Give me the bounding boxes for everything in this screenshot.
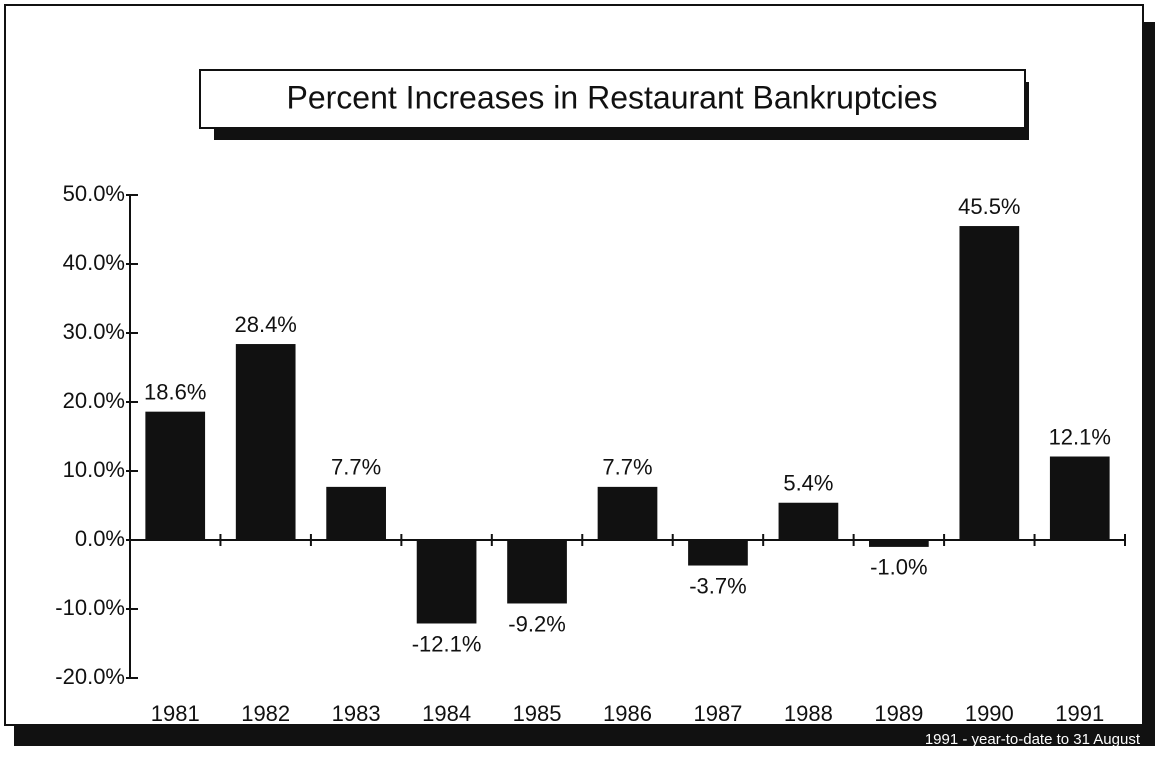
x-tick-label: 1986 [603,701,652,726]
bar [1049,456,1110,540]
x-tick-label: 1983 [332,701,381,726]
bar [145,411,206,540]
footnote: 1991 - year-to-date to 31 August [925,731,1141,748]
value-label: -3.7% [689,573,746,598]
bar [235,344,296,540]
value-label: -1.0% [870,555,927,580]
value-label: -12.1% [412,631,482,656]
value-label: 28.4% [234,312,296,337]
x-tick-label: 1988 [784,701,833,726]
x-tick-label: 1991 [1055,701,1104,726]
bar [597,486,658,540]
x-tick-label: 1987 [693,701,742,726]
value-label: 12.1% [1049,424,1111,449]
bar [416,540,477,624]
bar [959,226,1020,541]
y-tick-label: 30.0% [63,319,125,344]
bar [507,540,567,604]
y-tick-label: 40.0% [63,250,125,275]
x-tick-label: 1982 [241,701,290,726]
y-tick-label: 20.0% [63,388,125,413]
value-label: 45.5% [958,194,1020,219]
title-box [199,69,1026,129]
y-tick-label: 0.0% [75,526,125,551]
bar [326,486,386,540]
value-label: 5.4% [783,471,833,496]
bar [869,540,929,547]
y-tick-label: 10.0% [63,457,125,482]
y-tick-label: -10.0% [55,595,125,620]
value-label: 7.7% [331,455,381,480]
x-tick-label: 1990 [965,701,1014,726]
chart-title: Percent Increases in Restaurant Bankrupt… [287,79,938,115]
value-label: 7.7% [602,455,652,480]
x-tick-label: 1981 [151,701,200,726]
y-tick-label: -20.0% [55,664,125,689]
x-tick-label: 1985 [513,701,562,726]
x-tick-label: 1984 [422,701,471,726]
bar [688,540,748,566]
value-label: 18.6% [144,379,206,404]
bar [778,502,839,540]
value-label: -9.2% [508,611,565,636]
y-tick-label: 50.0% [63,181,125,206]
x-tick-label: 1989 [874,701,923,726]
